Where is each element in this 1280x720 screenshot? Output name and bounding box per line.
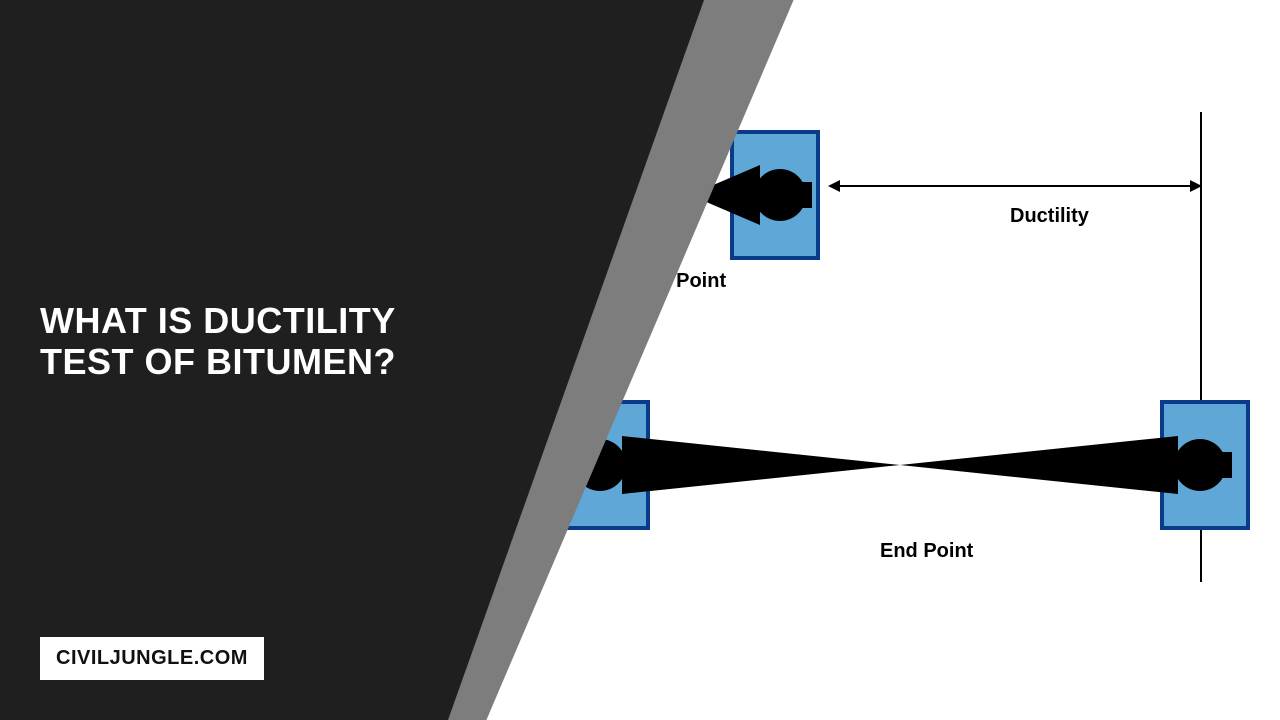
ductility-arrow [830, 185, 1200, 187]
stage: WHAT IS DUCTILITY TEST OF BITUMEN? CIVIL… [0, 0, 1280, 720]
sample-end-shape [540, 400, 1260, 530]
site-badge: CIVILJUNGLE.COM [40, 637, 264, 680]
end-row: End Point [540, 400, 1240, 570]
end-point-label: End Point [880, 540, 973, 563]
ductility-label: Ductility [1010, 205, 1089, 228]
page-title: WHAT IS DUCTILITY TEST OF BITUMEN? [40, 300, 480, 383]
